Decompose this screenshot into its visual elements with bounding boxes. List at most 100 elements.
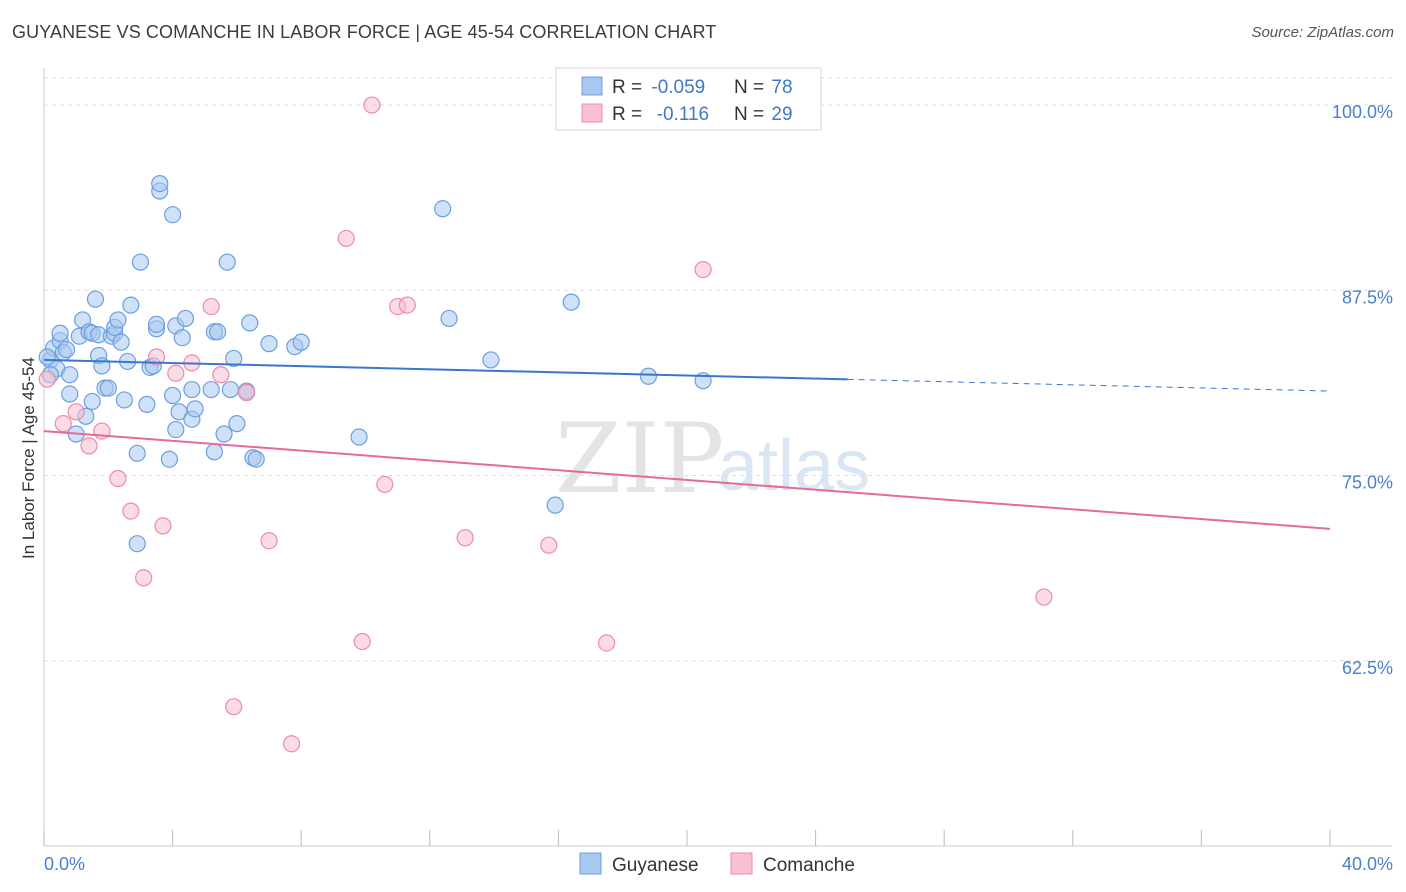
y-axis-title: In Labor Force | Age 45-54 <box>19 357 38 559</box>
guyanese-point-64 <box>260 335 278 353</box>
guyanese-point-21 <box>99 379 117 397</box>
comanche-trend-line <box>43 430 1331 530</box>
comanche-point-14 <box>225 698 243 716</box>
guyanese-point-50 <box>186 400 204 418</box>
comanche-point-5 <box>109 469 127 488</box>
guyanese-point-56 <box>218 253 236 271</box>
comanche-point-27 <box>694 260 712 279</box>
guyanese-point-71 <box>546 496 564 514</box>
trend-lines <box>43 358 1331 530</box>
bottom-legend-label-guyanese: Guyanese <box>612 855 699 876</box>
guyanese-point-46 <box>173 329 191 347</box>
guyanese-point-30 <box>128 444 146 462</box>
x-tick-labels: 0.0% 40.0% <box>44 854 1393 874</box>
x-tick-label-1: 40.0% <box>1342 854 1393 874</box>
guyanese-point-32 <box>131 253 150 271</box>
guyanese-point-33 <box>138 395 156 413</box>
comanche-point-6 <box>122 502 140 520</box>
x-tick-label-0: 0.0% <box>44 854 85 874</box>
guyanese-point-27 <box>115 391 133 409</box>
guyanese-point-68 <box>434 200 452 218</box>
guyanese-point-29 <box>122 296 140 314</box>
watermark-zip: ZIP <box>555 403 724 515</box>
bottom-legend-swatch-comanche <box>730 852 753 875</box>
guyanese-point-66 <box>292 333 310 351</box>
guyanese-point-4 <box>51 324 69 342</box>
comanche-point-17 <box>282 735 301 753</box>
guyanese-point-55 <box>215 425 233 443</box>
guyanese-point-42 <box>167 420 185 439</box>
guyanese-point-58 <box>225 349 243 368</box>
guyanese-point-41 <box>164 386 182 405</box>
guyanese-point-7 <box>61 385 79 403</box>
comanche-point-13 <box>212 366 230 384</box>
watermark: ZIP atlas <box>555 403 870 515</box>
comanche-point-20 <box>363 96 381 114</box>
guyanese-point-51 <box>202 380 220 399</box>
guyanese-point-16 <box>86 290 105 308</box>
comanche-point-0 <box>38 370 56 388</box>
guyanese-point-31 <box>128 535 146 553</box>
comanche-point-2 <box>67 403 85 421</box>
guyanese-point-61 <box>241 314 259 332</box>
comanche-point-8 <box>147 348 166 366</box>
guyanese-point-15 <box>83 392 101 411</box>
y-tick-label-3: 62.5% <box>1342 658 1393 678</box>
comanche-point-28 <box>1035 588 1053 606</box>
comanche-point-23 <box>398 296 416 314</box>
guyanese-point-69 <box>440 309 458 328</box>
guyanese-point-67 <box>350 428 368 446</box>
comanche-point-10 <box>167 364 185 382</box>
y-tick-label-0: 100.0% <box>1332 102 1393 122</box>
y-tick-labels: 100.0% 87.5% 75.0% 62.5% <box>1332 102 1393 678</box>
guyanese-trend-line <box>43 358 848 381</box>
watermark-atlas: atlas <box>718 426 870 506</box>
legend-row-comanche: R = -0.116 <box>612 104 709 125</box>
axes <box>43 68 1392 847</box>
guyanese-point-45 <box>170 403 188 421</box>
comanche-point-18 <box>337 229 355 248</box>
guyanese-point-70 <box>482 351 500 369</box>
guyanese-point-57 <box>221 380 240 399</box>
comanche-point-26 <box>598 634 616 652</box>
legend-r-label-guyanese: R = <box>612 77 647 98</box>
legend-swatch-comanche <box>581 103 603 123</box>
guyanese-point-8 <box>61 366 79 384</box>
comanche-point-7 <box>135 569 153 587</box>
legend-n-comanche: N = 29 <box>734 104 793 125</box>
bottom-legend-label-comanche: Comanche <box>763 855 855 876</box>
guyanese-point-52 <box>205 443 223 461</box>
comanche-point-3 <box>80 437 98 455</box>
guyanese-point-26 <box>112 333 130 351</box>
legend-r-label-comanche: R = <box>612 104 647 125</box>
guyanese-point-37 <box>147 315 166 333</box>
bottom-legend-swatch-guyanese <box>579 852 602 875</box>
comanche-point-25 <box>540 536 558 554</box>
comanche-point-12 <box>202 297 220 316</box>
legend-r-value-comanche: -0.116 <box>651 104 709 125</box>
comanche-point-1 <box>54 415 72 433</box>
guyanese-point-39 <box>151 174 169 193</box>
legend-r-value-guyanese: -0.059 <box>651 77 705 98</box>
legend-n-value-comanche: 29 <box>771 104 792 125</box>
comanche-point-16 <box>260 532 278 550</box>
grid-lines <box>44 77 1392 662</box>
legend-n-guyanese: N = 78 <box>734 77 793 98</box>
guyanese-point-25 <box>109 311 127 329</box>
guyanese-point-73 <box>639 367 658 385</box>
guyanese-point-75 <box>38 348 56 366</box>
guyanese-point-40 <box>160 450 178 468</box>
guyanese-point-59 <box>228 415 246 433</box>
guyanese-point-48 <box>183 380 201 399</box>
comanche-point-21 <box>376 475 394 494</box>
legend-n-value-guyanese: 78 <box>771 77 792 98</box>
guyanese-point-43 <box>164 206 182 224</box>
legend-row-guyanese: R = -0.059 <box>612 77 705 98</box>
chart-source: Source: ZipAtlas.com <box>1251 24 1394 41</box>
y-tick-label-1: 87.5% <box>1342 287 1393 307</box>
guyanese-trend-line-extension <box>847 378 1331 392</box>
legend-n-label-comanche: N = <box>734 104 769 125</box>
comanche-point-19 <box>353 632 371 651</box>
comanche-point-15 <box>237 383 256 402</box>
